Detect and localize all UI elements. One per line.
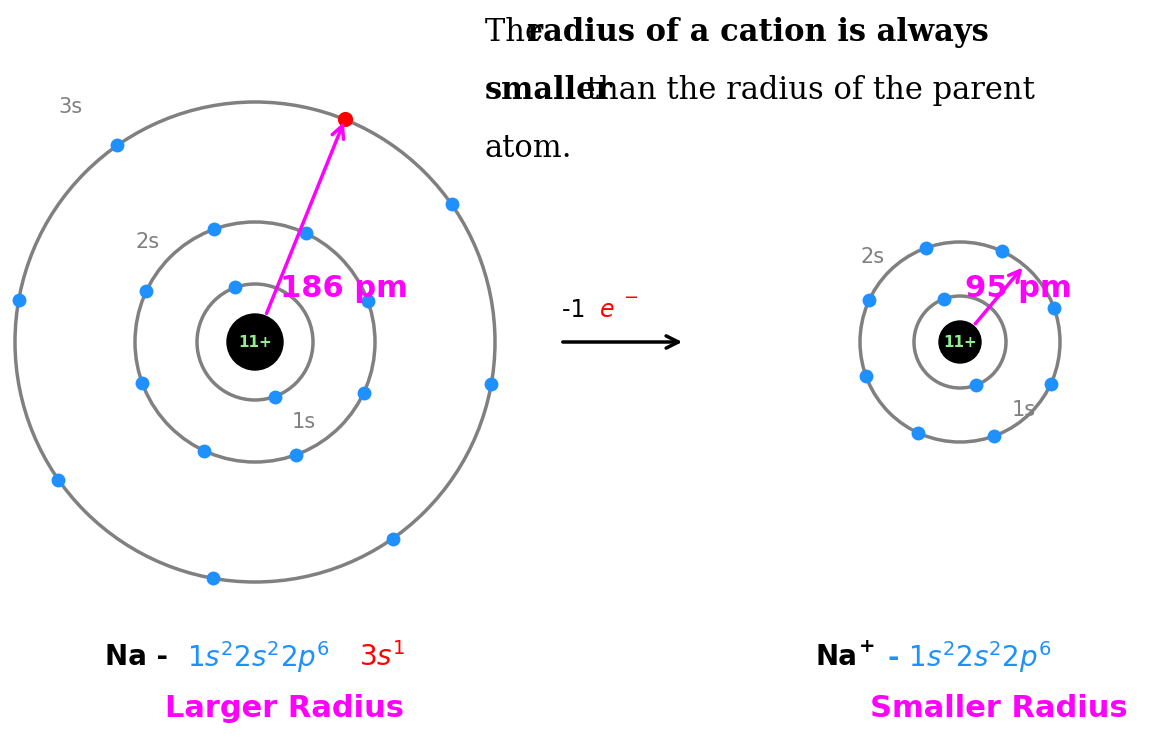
Text: 1s: 1s <box>1012 400 1037 420</box>
Circle shape <box>227 314 283 370</box>
Point <box>133 377 152 389</box>
Point <box>935 293 953 305</box>
Text: 11+: 11+ <box>238 335 272 350</box>
Point <box>442 199 460 211</box>
Point <box>226 281 244 293</box>
Circle shape <box>939 321 981 363</box>
Text: radius of a cation is always: radius of a cation is always <box>526 17 989 48</box>
Text: 186 pm: 186 pm <box>280 274 408 303</box>
Point <box>1045 302 1063 314</box>
Point <box>137 285 155 297</box>
Text: 11+: 11+ <box>943 335 977 350</box>
Point <box>9 294 28 306</box>
Point <box>196 444 214 456</box>
Point <box>359 295 377 307</box>
Text: - $1s^22s^22p^6$: - $1s^22s^22p^6$ <box>878 639 1052 675</box>
Text: Na -: Na - <box>105 643 178 671</box>
Text: Na: Na <box>815 643 857 671</box>
Point <box>860 294 878 306</box>
Point <box>383 532 401 544</box>
Text: 1s: 1s <box>292 412 316 432</box>
Text: 95 pm: 95 pm <box>965 274 1071 303</box>
Point <box>1041 378 1060 390</box>
Text: 3s: 3s <box>58 97 82 117</box>
Point <box>993 245 1011 257</box>
Text: than the radius of the parent: than the radius of the parent <box>577 75 1034 106</box>
Text: −: − <box>622 289 639 307</box>
Point <box>287 449 305 461</box>
Text: 2s: 2s <box>135 232 160 252</box>
Point <box>354 387 373 399</box>
Point <box>916 242 935 254</box>
Text: Smaller Radius: Smaller Radius <box>870 695 1128 723</box>
Point <box>482 378 501 390</box>
Text: +: + <box>858 638 876 656</box>
Text: atom.: atom. <box>485 133 573 164</box>
Point <box>336 114 354 126</box>
Text: $1s^22s^22p^6$: $1s^22s^22p^6$ <box>187 639 330 675</box>
Point <box>108 139 126 151</box>
Text: e: e <box>600 298 614 322</box>
Text: smaller: smaller <box>485 75 613 106</box>
Point <box>985 430 1003 442</box>
Point <box>204 572 222 584</box>
Point <box>908 426 927 438</box>
Point <box>966 379 985 391</box>
Point <box>857 370 876 382</box>
Point <box>205 223 223 235</box>
Text: The: The <box>485 17 553 48</box>
Point <box>266 390 285 402</box>
Text: -1: -1 <box>562 298 592 322</box>
Point <box>49 474 67 486</box>
Text: 2s: 2s <box>861 247 885 267</box>
Text: $3s^1$: $3s^1$ <box>359 642 405 672</box>
Point <box>296 227 315 239</box>
Text: Larger Radius: Larger Radius <box>165 695 404 723</box>
